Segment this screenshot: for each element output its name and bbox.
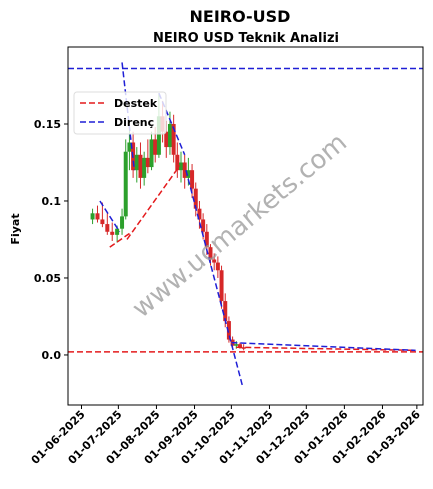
candle-body <box>134 154 139 171</box>
trend-line <box>126 165 181 240</box>
candle-body <box>208 247 213 260</box>
candle-body <box>100 219 105 225</box>
candle-body <box>190 170 195 189</box>
legend-box <box>73 91 167 135</box>
candle-body <box>110 231 115 235</box>
candle-body <box>153 139 158 155</box>
candle-body <box>164 131 169 148</box>
candle-body <box>156 116 161 155</box>
candle-body <box>204 231 209 248</box>
candle-body <box>241 347 246 349</box>
candle-body <box>115 228 120 235</box>
chart-title: NEIRO-USD <box>190 7 291 26</box>
candle-body <box>90 213 95 220</box>
y-tick-label: 0.0 <box>42 349 62 362</box>
candle-body <box>142 157 147 178</box>
candle-body <box>171 123 176 155</box>
candle-body <box>226 321 231 340</box>
watermark: www.ucmarkets.com <box>127 128 353 325</box>
candle-body <box>127 142 132 152</box>
trend-line <box>185 169 244 386</box>
candle-body <box>219 270 224 302</box>
candle-body <box>149 139 154 168</box>
legend-label: Destek <box>114 97 158 110</box>
y-axis-label: Fiyat <box>9 213 22 244</box>
candle-body <box>167 123 172 148</box>
plot-frame <box>67 46 424 406</box>
candle-body <box>212 259 217 263</box>
candle-body <box>145 157 150 168</box>
candle-body <box>197 208 202 220</box>
candle-body <box>105 224 110 232</box>
candle-body <box>120 216 125 229</box>
candle-body <box>138 154 143 178</box>
candle-body <box>95 213 100 220</box>
trend-line <box>109 231 133 248</box>
candle-body <box>182 162 187 178</box>
y-tick-label: 0.15 <box>34 118 61 131</box>
candle-body <box>123 151 128 217</box>
trend-line <box>99 200 121 233</box>
candle-body <box>237 344 242 348</box>
candle-body <box>234 344 239 346</box>
candle-body <box>186 170 191 178</box>
trend-line <box>231 341 416 352</box>
chart-subtitle: NEIRO USD Teknik Analizi <box>153 31 339 46</box>
candle-body <box>215 262 220 271</box>
legend-label: Direnç <box>114 116 154 129</box>
candle-body <box>175 154 180 171</box>
y-tick-label: 0.1 <box>42 195 62 208</box>
candle-body <box>193 188 198 209</box>
candle-body <box>223 301 228 322</box>
candle-body <box>201 219 206 232</box>
y-tick-label: 0.05 <box>34 272 61 285</box>
candle-body <box>179 162 184 171</box>
